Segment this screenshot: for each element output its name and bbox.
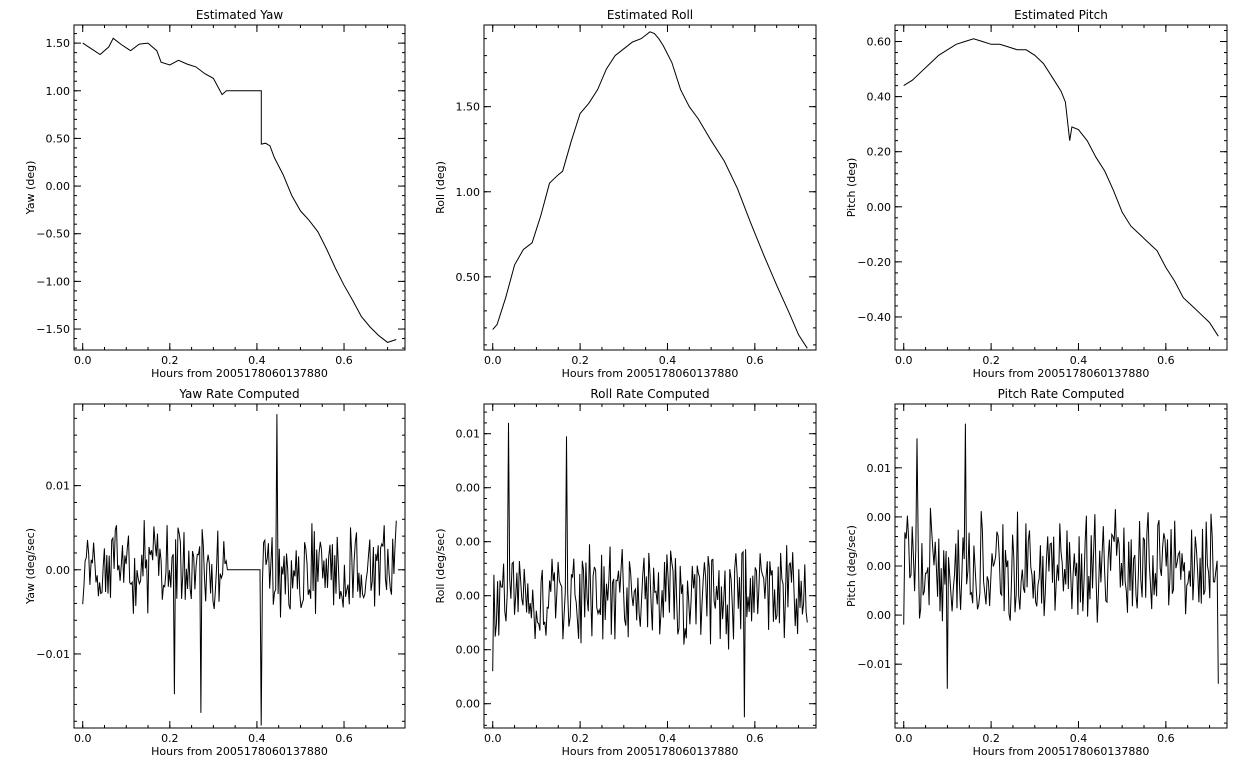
y-tick-label: −0.40 [857, 311, 891, 324]
x-tick-label: 0.0 [74, 732, 92, 745]
y-tick-label: 1.50 [456, 101, 481, 114]
y-tick-label: 0.50 [456, 271, 481, 284]
plot-frame [483, 24, 817, 351]
y-axis-label: Yaw (deg) [24, 161, 37, 216]
y-tick-label: 0.00 [46, 564, 71, 577]
x-tick-label: 0.4 [1070, 354, 1088, 367]
x-axis-label: Hours from 2005178060137880 [151, 367, 328, 380]
y-tick-label: 0.00 [867, 609, 892, 622]
subplot-1: Estimated Yaw Hours from 2005178060137880… [24, 8, 406, 380]
x-axis-label: Hours from 2005178060137880 [562, 745, 739, 758]
x-tick-label: 0.6 [746, 732, 764, 745]
x-tick-label: 0.4 [248, 732, 266, 745]
y-tick-label: −1.00 [36, 275, 70, 288]
subplot-5: Roll Rate Computed Hours from 20051780601… [434, 387, 817, 758]
x-axis-label: Hours from 2005178060137880 [973, 367, 1150, 380]
y-tick-label: 1.50 [46, 37, 71, 50]
x-tick-label: 0.6 [335, 354, 353, 367]
chart-title: Estimated Yaw [196, 8, 283, 22]
x-tick-label: 0.4 [659, 354, 677, 367]
plot-frame [894, 24, 1228, 351]
plot-frame [73, 24, 406, 351]
y-tick-label: 0.50 [46, 132, 71, 145]
y-tick-label: 0.01 [456, 428, 481, 441]
x-tick-label: 0.2 [161, 354, 179, 367]
chart-title: Pitch Rate Computed [998, 387, 1125, 401]
y-tick-label: 0.00 [46, 180, 71, 193]
x-tick-label: 0.0 [74, 354, 92, 367]
y-axis-label: Yaw (deg/sec) [24, 528, 37, 605]
y-tick-label: 1.00 [46, 85, 71, 98]
subplot-2: Estimated Roll Hours from 200517806013788… [434, 8, 817, 380]
y-tick-label: 0.00 [456, 590, 481, 603]
x-tick-label: 0.0 [895, 354, 913, 367]
series-line [82, 414, 397, 726]
x-tick-label: 0.4 [1070, 732, 1088, 745]
series-line [492, 31, 808, 349]
plot-frame [483, 403, 817, 729]
subplot-3: Estimated Pitch Hours from 20051780601378… [845, 8, 1228, 380]
x-tick-label: 0.6 [1157, 354, 1175, 367]
series-line [903, 423, 1219, 689]
y-tick-label: 0.60 [867, 36, 892, 49]
y-axis-label: Roll (deg/sec) [434, 528, 447, 603]
x-tick-label: 0.6 [1157, 732, 1175, 745]
y-tick-label: 0.00 [867, 560, 892, 573]
subplot-6: Pitch Rate Computed Hours from 2005178060… [845, 387, 1228, 758]
y-tick-label: 0.20 [867, 146, 892, 159]
y-tick-label: 0.01 [46, 480, 71, 493]
y-tick-label: 0.00 [867, 511, 892, 524]
y-tick-label: −1.50 [36, 323, 70, 336]
series-line [82, 37, 397, 343]
chart-title: Yaw Rate Computed [178, 387, 299, 401]
x-tick-label: 0.0 [484, 354, 502, 367]
x-tick-label: 0.4 [248, 354, 266, 367]
x-tick-label: 0.4 [659, 732, 677, 745]
x-tick-label: 0.0 [895, 732, 913, 745]
plot-frame [894, 403, 1228, 729]
x-tick-label: 0.0 [484, 732, 502, 745]
y-tick-label: 0.40 [867, 91, 892, 104]
x-tick-label: 0.2 [571, 732, 589, 745]
y-axis-label: Roll (deg) [434, 161, 447, 214]
series-line [903, 38, 1219, 337]
plot-frame [73, 403, 406, 729]
chart-title: Estimated Roll [607, 8, 693, 22]
y-tick-label: −0.01 [857, 658, 891, 671]
y-tick-label: 0.00 [456, 536, 481, 549]
x-axis-label: Hours from 2005178060137880 [973, 745, 1150, 758]
y-tick-label: 0.01 [867, 462, 892, 475]
y-tick-label: −0.50 [36, 228, 70, 241]
subplot-4: Yaw Rate Computed Hours from 200517806013… [24, 387, 406, 758]
y-axis-label: Pitch (deg/sec) [845, 525, 858, 607]
y-tick-label: −0.20 [857, 256, 891, 269]
y-tick-label: 0.00 [456, 698, 481, 711]
y-tick-label: 0.00 [456, 482, 481, 495]
y-tick-label: 0.00 [456, 644, 481, 657]
x-axis-label: Hours from 2005178060137880 [562, 367, 739, 380]
chart-title: Roll Rate Computed [590, 387, 709, 401]
x-tick-label: 0.6 [335, 732, 353, 745]
y-tick-label: 1.00 [456, 186, 481, 199]
y-axis-label: Pitch (deg) [845, 158, 858, 218]
series-line [492, 422, 808, 718]
chart-title: Estimated Pitch [1014, 8, 1108, 22]
x-tick-label: 0.2 [161, 732, 179, 745]
y-tick-label: −0.01 [36, 648, 70, 661]
x-tick-label: 0.2 [982, 732, 1000, 745]
x-tick-label: 0.6 [746, 354, 764, 367]
x-tick-label: 0.2 [982, 354, 1000, 367]
x-axis-label: Hours from 2005178060137880 [151, 745, 328, 758]
y-tick-label: 0.00 [867, 201, 892, 214]
x-tick-label: 0.2 [571, 354, 589, 367]
